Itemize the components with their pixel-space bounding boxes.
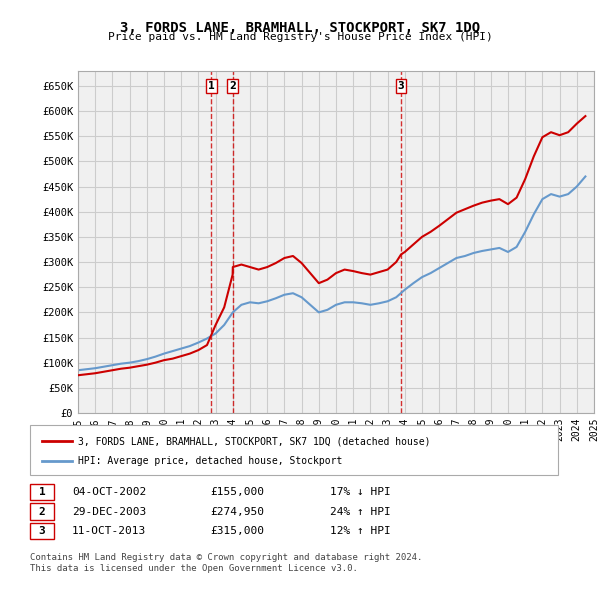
Text: 3: 3 bbox=[398, 81, 404, 91]
Text: 3, FORDS LANE, BRAMHALL, STOCKPORT, SK7 1DQ: 3, FORDS LANE, BRAMHALL, STOCKPORT, SK7 … bbox=[120, 21, 480, 35]
Text: £155,000: £155,000 bbox=[210, 487, 264, 497]
Text: 1: 1 bbox=[38, 487, 46, 497]
Text: HPI: Average price, detached house, Stockport: HPI: Average price, detached house, Stoc… bbox=[78, 457, 343, 466]
Text: 3, FORDS LANE, BRAMHALL, STOCKPORT, SK7 1DQ (detached house): 3, FORDS LANE, BRAMHALL, STOCKPORT, SK7 … bbox=[78, 437, 431, 446]
Text: £274,950: £274,950 bbox=[210, 507, 264, 516]
Text: 3: 3 bbox=[38, 526, 46, 536]
Text: 12% ↑ HPI: 12% ↑ HPI bbox=[330, 526, 391, 536]
Text: 11-OCT-2013: 11-OCT-2013 bbox=[72, 526, 146, 536]
Text: 29-DEC-2003: 29-DEC-2003 bbox=[72, 507, 146, 516]
Text: 2: 2 bbox=[38, 507, 46, 516]
Text: 1: 1 bbox=[208, 81, 215, 91]
Text: 24% ↑ HPI: 24% ↑ HPI bbox=[330, 507, 391, 516]
Text: 2: 2 bbox=[229, 81, 236, 91]
Text: £315,000: £315,000 bbox=[210, 526, 264, 536]
Text: 04-OCT-2002: 04-OCT-2002 bbox=[72, 487, 146, 497]
Text: 17% ↓ HPI: 17% ↓ HPI bbox=[330, 487, 391, 497]
Text: Contains HM Land Registry data © Crown copyright and database right 2024.
This d: Contains HM Land Registry data © Crown c… bbox=[30, 553, 422, 573]
Text: Price paid vs. HM Land Registry's House Price Index (HPI): Price paid vs. HM Land Registry's House … bbox=[107, 32, 493, 42]
